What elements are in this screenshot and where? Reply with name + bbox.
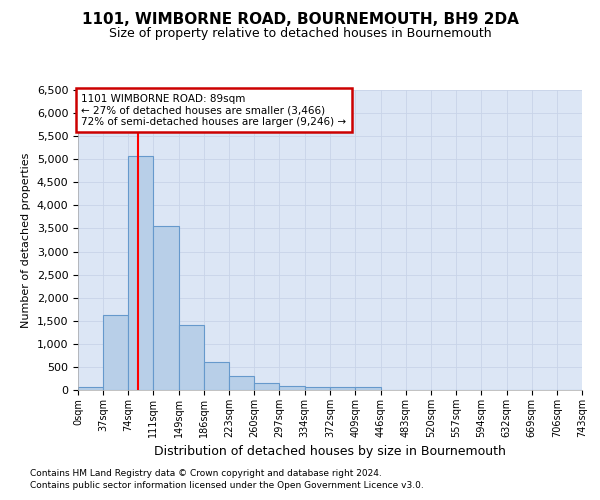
Bar: [331, 387, 355, 390]
Y-axis label: Number of detached properties: Number of detached properties: [21, 152, 31, 328]
Text: 1101 WIMBORNE ROAD: 89sqm
← 27% of detached houses are smaller (3,466)
72% of se: 1101 WIMBORNE ROAD: 89sqm ← 27% of detac…: [82, 94, 347, 127]
Bar: [254, 383, 280, 390]
Bar: [280, 386, 305, 390]
Bar: [204, 362, 229, 390]
Text: 1101, WIMBORNE ROAD, BOURNEMOUTH, BH9 2DA: 1101, WIMBORNE ROAD, BOURNEMOUTH, BH9 2D…: [82, 12, 518, 28]
Bar: [179, 326, 204, 390]
Bar: [128, 156, 153, 390]
Bar: [153, 226, 179, 390]
Text: Size of property relative to detached houses in Bournemouth: Size of property relative to detached ho…: [109, 28, 491, 40]
Bar: [305, 388, 331, 390]
Text: Contains HM Land Registry data © Crown copyright and database right 2024.: Contains HM Land Registry data © Crown c…: [30, 468, 382, 477]
Bar: [78, 386, 103, 390]
Text: Contains public sector information licensed under the Open Government Licence v3: Contains public sector information licen…: [30, 481, 424, 490]
Bar: [355, 387, 380, 390]
Bar: [103, 315, 128, 390]
X-axis label: Distribution of detached houses by size in Bournemouth: Distribution of detached houses by size …: [154, 446, 506, 458]
Bar: [229, 376, 254, 390]
